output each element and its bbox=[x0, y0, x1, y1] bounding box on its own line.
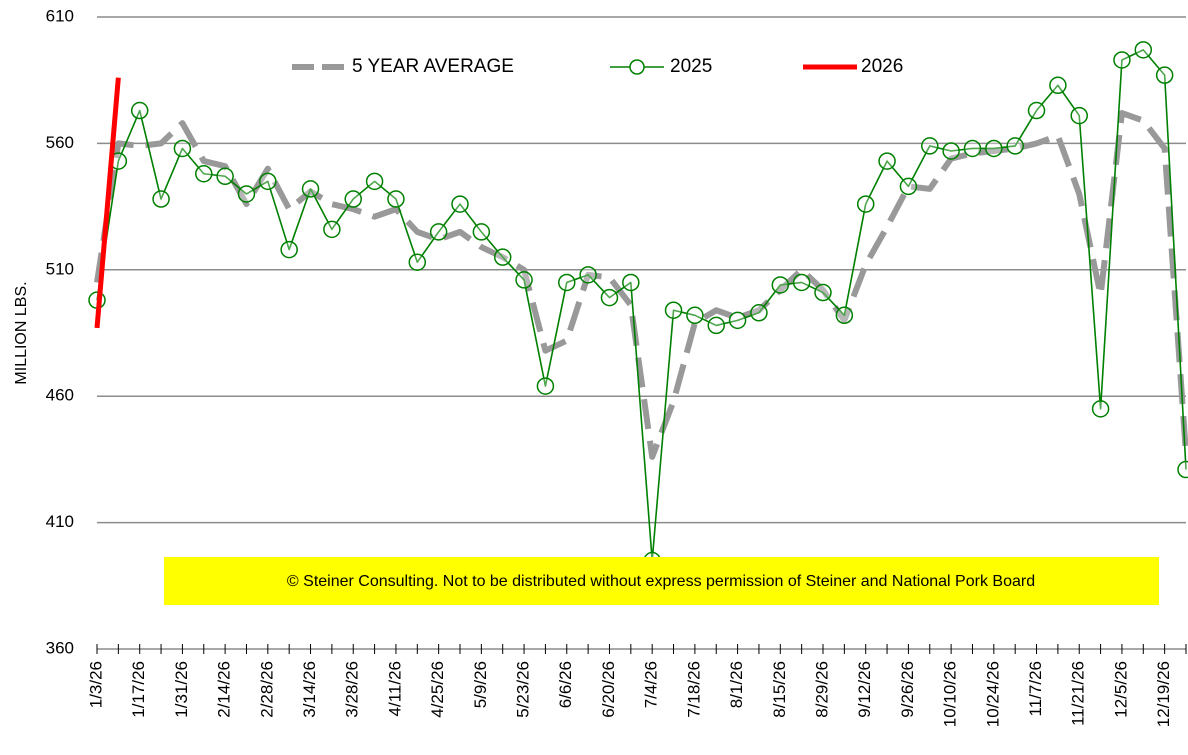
y-tick-label: 610 bbox=[46, 6, 74, 25]
x-tick-label: 1/17/26 bbox=[129, 661, 148, 718]
legend-label: 2025 bbox=[670, 56, 712, 77]
x-tick-label: 9/26/26 bbox=[898, 661, 917, 718]
marker bbox=[515, 271, 533, 289]
x-tick-label: 1/3/26 bbox=[86, 661, 105, 708]
marker bbox=[536, 377, 555, 395]
marker bbox=[1155, 66, 1174, 84]
x-tick-label: 7/18/26 bbox=[684, 661, 703, 718]
x-tick-label: 5/23/26 bbox=[514, 661, 533, 718]
marker bbox=[195, 164, 213, 183]
marker bbox=[323, 220, 341, 239]
x-tick-label: 12/19/26 bbox=[1154, 661, 1173, 727]
annotation: © Steiner Consulting. Not to be distribu… bbox=[287, 573, 1035, 590]
marker bbox=[1113, 51, 1131, 69]
x-tick-label: 6/20/26 bbox=[599, 661, 618, 718]
x-tick-label: 12/5/26 bbox=[1111, 661, 1130, 718]
x-tick-label: 2/14/26 bbox=[215, 661, 234, 718]
marker bbox=[1091, 400, 1110, 418]
marker bbox=[130, 101, 149, 120]
marker bbox=[985, 139, 1003, 158]
marker bbox=[237, 185, 256, 203]
marker bbox=[1134, 41, 1153, 59]
marker bbox=[387, 190, 405, 208]
marker bbox=[835, 306, 854, 325]
series-line bbox=[96, 49, 1187, 562]
x-tick-label: 9/12/26 bbox=[855, 661, 874, 718]
x-tick-label: 8/15/26 bbox=[770, 661, 789, 718]
marker bbox=[216, 167, 234, 186]
marker bbox=[942, 142, 960, 160]
marker bbox=[1027, 101, 1046, 120]
marker bbox=[429, 223, 448, 241]
series-line bbox=[94, 110, 1188, 460]
marker bbox=[1049, 76, 1067, 95]
x-tick-label: 3/14/26 bbox=[300, 661, 319, 718]
x-tick-label: 10/10/26 bbox=[941, 661, 960, 727]
marker bbox=[771, 276, 790, 294]
marker bbox=[963, 139, 982, 158]
marker bbox=[301, 180, 320, 198]
legend-label: 2026 bbox=[861, 56, 903, 77]
marker bbox=[408, 253, 427, 271]
marker bbox=[707, 316, 725, 335]
x-tick-label: 8/1/26 bbox=[727, 661, 746, 708]
x-tick-label: 3/28/26 bbox=[343, 661, 362, 718]
x-tick-label: 11/21/26 bbox=[1069, 661, 1088, 726]
x-tick-label: 2/28/26 bbox=[257, 661, 276, 718]
y-axis-label: MILLION LBS. bbox=[13, 281, 30, 384]
marker bbox=[750, 304, 768, 322]
marker bbox=[792, 273, 811, 292]
y-tick-label: 460 bbox=[46, 386, 74, 405]
annotation-box bbox=[164, 557, 1159, 605]
marker bbox=[921, 137, 939, 155]
marker bbox=[878, 152, 896, 170]
marker bbox=[1006, 137, 1024, 155]
x-tick-label: 6/6/26 bbox=[556, 661, 575, 708]
marker bbox=[259, 172, 277, 191]
marker bbox=[1070, 106, 1088, 125]
marker bbox=[600, 288, 619, 307]
x-tick-label: 1/31/26 bbox=[172, 661, 191, 718]
x-tick-label: 4/25/26 bbox=[428, 661, 447, 718]
marker bbox=[365, 172, 384, 191]
marker bbox=[493, 248, 512, 266]
marker bbox=[152, 190, 170, 208]
marker bbox=[451, 195, 469, 213]
marker bbox=[622, 273, 640, 292]
marker bbox=[579, 266, 597, 284]
legend-marker bbox=[629, 59, 645, 75]
marker bbox=[728, 311, 747, 330]
y-tick-label: 560 bbox=[46, 133, 74, 152]
marker bbox=[814, 283, 832, 302]
marker bbox=[472, 223, 491, 241]
y-tick-label: 510 bbox=[46, 259, 74, 278]
marker bbox=[686, 306, 704, 325]
x-tick-label: 5/9/26 bbox=[471, 661, 490, 708]
marker bbox=[1177, 460, 1188, 479]
y-tick-label: 410 bbox=[46, 512, 74, 531]
x-tick-label: 8/29/26 bbox=[812, 661, 831, 718]
x-tick-label: 11/7/26 bbox=[1026, 661, 1045, 716]
marker bbox=[280, 240, 298, 259]
series-line bbox=[94, 77, 121, 329]
marker bbox=[664, 301, 683, 319]
marker bbox=[173, 139, 192, 158]
marker bbox=[856, 195, 875, 213]
x-tick-label: 10/24/26 bbox=[983, 661, 1002, 727]
x-tick-label: 4/11/26 bbox=[385, 661, 404, 716]
legend-label: 5 YEAR AVERAGE bbox=[352, 56, 514, 77]
marker bbox=[558, 273, 576, 292]
marker bbox=[344, 190, 362, 208]
x-tick-label: 7/4/26 bbox=[642, 661, 661, 708]
y-tick-label: 360 bbox=[46, 638, 74, 657]
marker bbox=[899, 177, 918, 196]
